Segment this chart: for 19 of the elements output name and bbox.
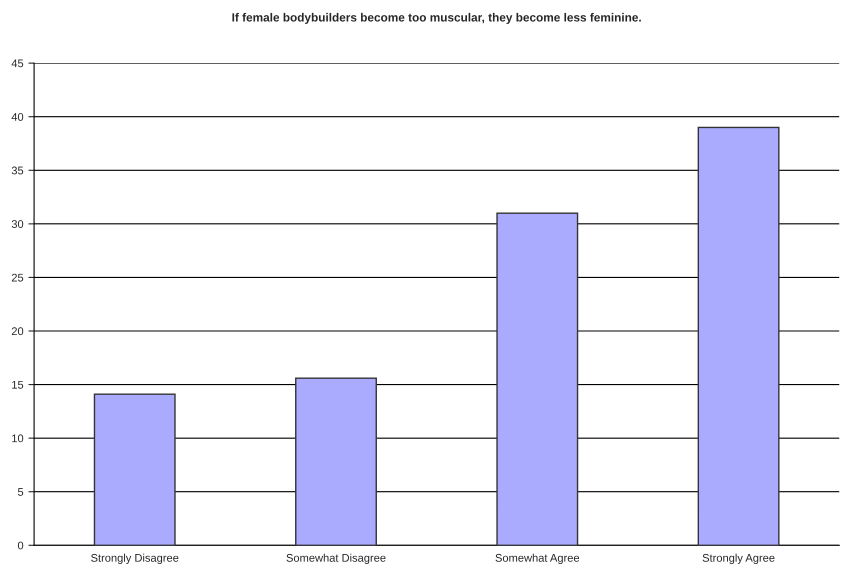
y-tick-label: 45 bbox=[12, 60, 24, 68]
x-tick-label: Strongly Agree bbox=[702, 554, 775, 564]
y-tick-label: 40 bbox=[12, 112, 24, 121]
y-tick-label: 35 bbox=[12, 166, 24, 174]
bar bbox=[698, 126, 780, 546]
y-tick-label: 5 bbox=[18, 488, 24, 496]
x-tick-label: Somewhat Disagree bbox=[286, 554, 386, 564]
x-tick-label: Strongly Disagree bbox=[91, 554, 178, 564]
bar bbox=[496, 212, 578, 546]
y-tick-label: 30 bbox=[12, 220, 24, 228]
y-tick-label: 10 bbox=[12, 434, 24, 442]
y-tick-label: 25 bbox=[12, 274, 24, 282]
y-tick-label: 20 bbox=[12, 327, 24, 336]
y-tick-label: 0 bbox=[18, 542, 24, 550]
bar bbox=[94, 394, 176, 546]
x-tick-label: Somewhat Agree bbox=[495, 554, 580, 564]
bar bbox=[295, 377, 377, 546]
chart-title: If female bodybuilders become too muscular, they become less feminine. bbox=[232, 12, 641, 24]
y-tick-label: 15 bbox=[12, 380, 24, 389]
